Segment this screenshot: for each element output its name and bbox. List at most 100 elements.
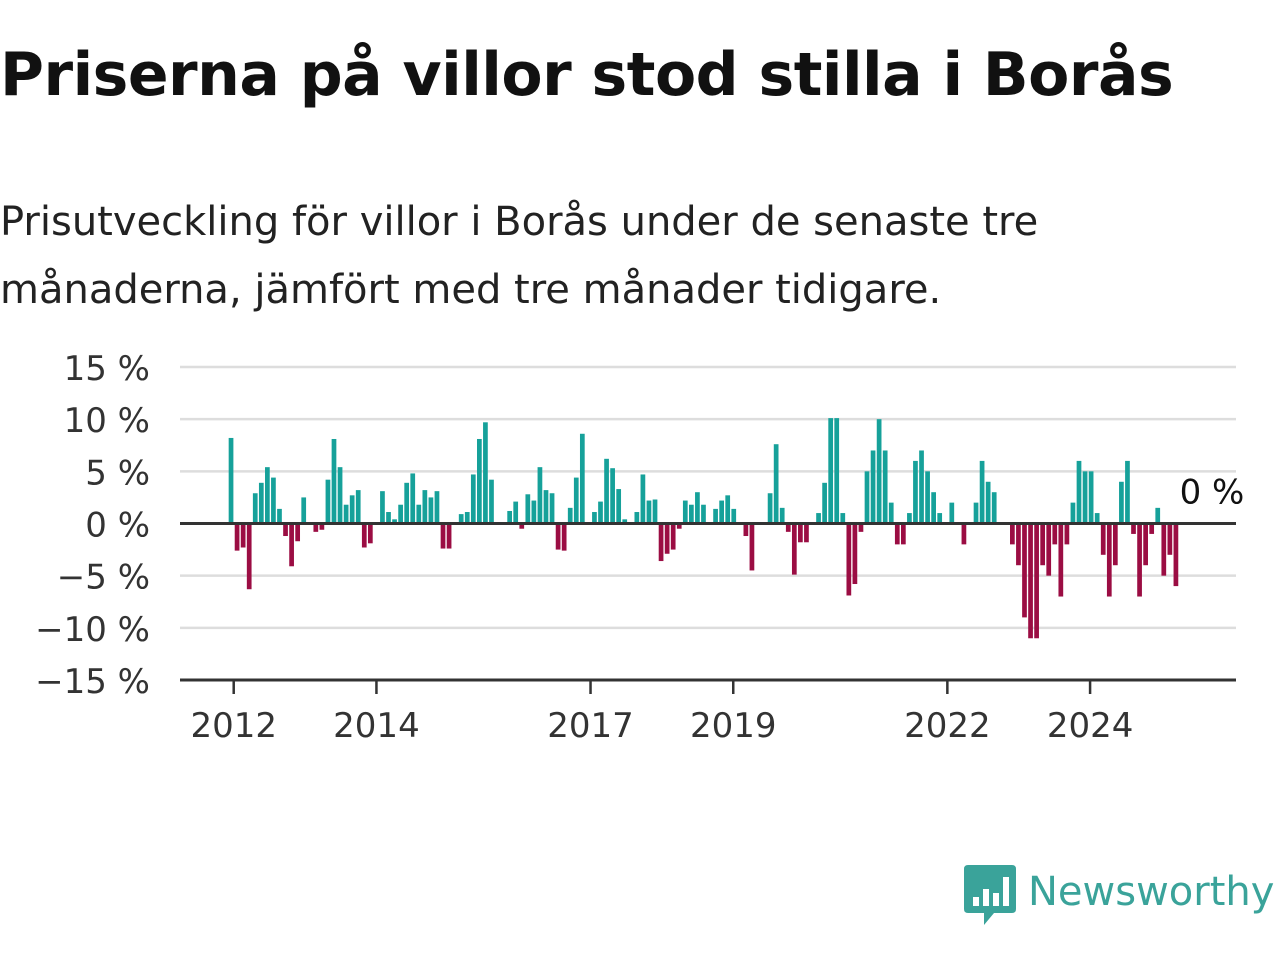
bar <box>1088 471 1094 524</box>
y-tick-label: 10 % <box>64 401 150 441</box>
bars <box>228 418 1179 639</box>
newsworthy-logo-icon <box>964 865 1016 925</box>
latest-value-label: 0 % <box>1180 473 1245 513</box>
bar <box>380 491 385 524</box>
bar <box>1137 523 1142 597</box>
bar <box>1082 471 1088 524</box>
bar <box>640 474 646 524</box>
bar <box>483 422 488 524</box>
bar <box>949 502 955 524</box>
bar <box>1119 481 1124 524</box>
bar <box>337 467 343 524</box>
y-tick-label: −10 % <box>35 610 150 650</box>
bar <box>676 523 682 529</box>
bar <box>689 504 694 524</box>
axes <box>180 522 1236 694</box>
bar <box>925 471 930 524</box>
bar <box>919 450 924 524</box>
bar <box>846 523 852 596</box>
bar <box>646 500 652 524</box>
bar <box>313 523 319 532</box>
bar <box>1161 523 1167 576</box>
bar <box>804 523 809 543</box>
bar-chart: 15 % 10 % 5 % 0 % −5 % −10 % −15 % 2012 2014 201… <box>35 349 1248 746</box>
bar <box>749 523 755 571</box>
bar <box>888 502 894 524</box>
y-tick-label: −15 % <box>35 662 150 702</box>
bar <box>798 523 803 543</box>
bar <box>252 493 258 524</box>
bar <box>1016 523 1021 566</box>
bar <box>361 523 367 548</box>
bar <box>458 514 464 524</box>
bar <box>840 513 846 524</box>
bar <box>931 492 936 524</box>
bar <box>283 523 288 537</box>
bar <box>301 497 307 524</box>
annotations: 0 % <box>1177 470 1248 516</box>
bar <box>355 490 361 524</box>
bar <box>701 504 706 524</box>
x-axis-tick-labels: 2012 2014 2017 2019 2022 2024 <box>190 706 1133 746</box>
bar <box>1052 523 1058 545</box>
bar <box>634 512 640 524</box>
bar <box>1010 523 1015 545</box>
bar <box>773 444 779 524</box>
bar <box>937 513 943 524</box>
bar <box>367 523 373 544</box>
bar <box>973 502 979 524</box>
bar <box>398 504 403 524</box>
bar <box>228 437 234 524</box>
bar <box>979 460 985 524</box>
bar <box>864 471 870 524</box>
bar <box>991 492 997 524</box>
y-tick-label: 5 % <box>85 453 150 493</box>
bar <box>822 482 827 524</box>
bar <box>1094 513 1100 524</box>
bar <box>616 489 622 524</box>
bar <box>573 477 579 524</box>
y-tick-label: 15 % <box>64 349 150 389</box>
bar <box>295 523 301 542</box>
bar <box>1076 460 1082 524</box>
bar <box>1064 523 1070 545</box>
bar <box>961 523 967 545</box>
bar <box>428 497 434 524</box>
bar <box>652 499 658 524</box>
bar <box>1022 523 1027 618</box>
bar <box>1028 523 1033 639</box>
bar <box>682 500 688 524</box>
bar <box>622 519 628 524</box>
bar <box>725 495 731 524</box>
bar <box>852 523 858 585</box>
x-tick-label: 2012 <box>190 706 277 746</box>
bar <box>592 512 597 524</box>
bar <box>525 494 531 524</box>
x-tick-label: 2017 <box>547 706 634 746</box>
bar <box>719 500 724 524</box>
bar <box>422 490 428 524</box>
bar <box>349 495 355 524</box>
x-tick-label: 2024 <box>1047 706 1134 746</box>
bar <box>386 512 391 524</box>
bar <box>240 523 246 548</box>
y-tick-label: 0 % <box>85 506 150 546</box>
bar <box>410 473 416 524</box>
bar <box>271 477 276 524</box>
bar <box>507 510 513 524</box>
bar <box>894 523 900 545</box>
bar <box>985 481 991 524</box>
y-tick-label: −5 % <box>57 558 150 598</box>
bar <box>531 500 537 524</box>
chart-subtitle: Prisutveckling för villor i Borås under … <box>0 188 1200 324</box>
bar <box>1058 523 1064 597</box>
bar <box>343 504 349 524</box>
bar <box>561 523 567 551</box>
bar <box>713 508 718 524</box>
bar <box>404 482 410 524</box>
bar <box>658 523 664 562</box>
bar <box>319 523 325 530</box>
bar <box>258 482 264 524</box>
bar <box>1112 523 1118 566</box>
bar <box>828 418 834 524</box>
